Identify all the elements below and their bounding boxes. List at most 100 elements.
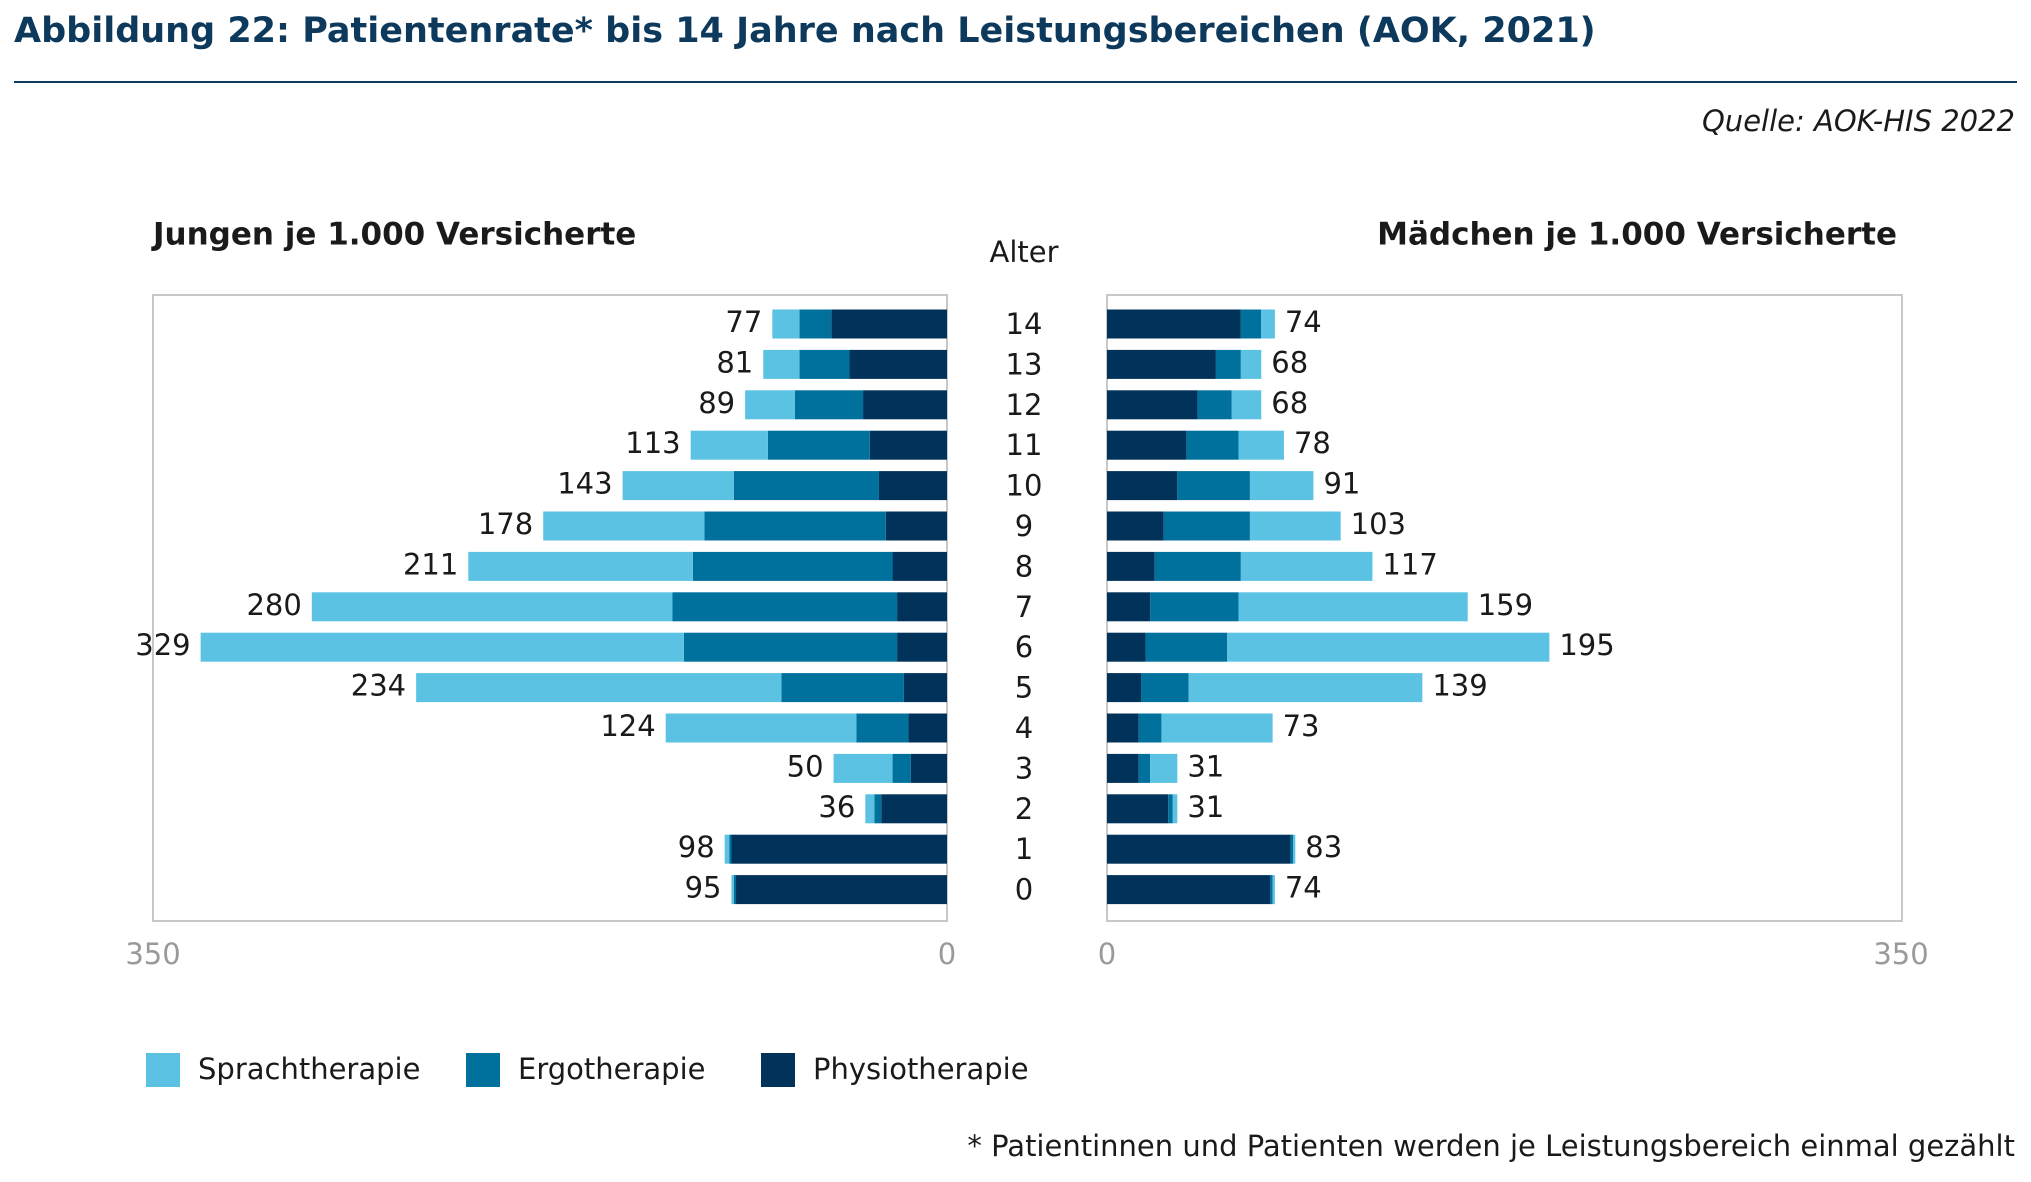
age-label: 14 (1006, 307, 1043, 341)
total-label: 73 (1283, 709, 1320, 743)
total-label: 195 (1559, 628, 1614, 662)
bar-segment (468, 551, 693, 581)
total-label: 68 (1271, 386, 1308, 420)
chart-title: Abbildung 22: Patientenrate* bis 14 Jahr… (14, 11, 1596, 51)
x-tick-label: 0 (938, 937, 956, 971)
total-label: 36 (818, 790, 855, 824)
bar-segment (200, 632, 684, 662)
bar-segment (1238, 592, 1468, 622)
bar-segment (1240, 349, 1262, 379)
total-label: 91 (1323, 467, 1360, 501)
total-label: 139 (1432, 669, 1487, 703)
bar-segment (1145, 632, 1228, 662)
bar-segment (869, 430, 947, 460)
legend-label: Sprachtherapie (198, 1052, 420, 1086)
bar-segment (1107, 430, 1187, 460)
bar-segment (736, 875, 947, 905)
bar-segment (1138, 713, 1162, 743)
age-label: 0 (1015, 873, 1033, 907)
age-label: 11 (1006, 428, 1043, 462)
total-label: 31 (1187, 790, 1224, 824)
axis-label: Alter (989, 235, 1058, 269)
total-label: 78 (1294, 426, 1331, 460)
bar-segment (1177, 471, 1250, 501)
bar-segment (1107, 632, 1146, 662)
bar-segment (543, 511, 705, 541)
bar-segment (1290, 834, 1294, 864)
bar-segment (865, 794, 875, 824)
bar-segment (1107, 471, 1178, 501)
bar-segment (795, 390, 864, 420)
bar-segment (1107, 794, 1169, 824)
bar-segment (1172, 794, 1178, 824)
bar-segment (878, 471, 947, 501)
bar-segment (731, 875, 734, 905)
bar-segment (1163, 511, 1250, 541)
bar-segment (1215, 349, 1241, 379)
bar-segment (892, 551, 947, 581)
bar-segment (692, 551, 893, 581)
total-label: 74 (1285, 871, 1322, 905)
bar-segment (1188, 673, 1423, 703)
bar-segment (1240, 551, 1373, 581)
bar-segment (1249, 471, 1314, 501)
x-tick-label: 350 (125, 937, 180, 971)
bar-segment (897, 592, 947, 622)
legend-swatch (146, 1053, 180, 1087)
bar-segment (1107, 592, 1151, 622)
bar-segment (1138, 753, 1151, 783)
bar-segment (903, 673, 947, 703)
panel-title: Jungen je 1.000 Versicherte (151, 217, 636, 253)
age-label: 5 (1015, 671, 1033, 705)
age-label: 9 (1015, 509, 1033, 543)
total-label: 280 (246, 588, 301, 622)
total-label: 50 (787, 749, 824, 783)
total-label: 211 (403, 547, 458, 581)
bar-segment (729, 834, 732, 864)
bar-segment (745, 390, 796, 420)
source: Quelle: AOK-HIS 2022 (1702, 104, 2015, 138)
age-label: 12 (1006, 388, 1043, 422)
total-label: 103 (1351, 507, 1406, 541)
bar-segment (781, 673, 904, 703)
bar-segment (897, 632, 947, 662)
bar-segment (1197, 390, 1232, 420)
footnote: * Patientinnen und Patienten werden je L… (967, 1129, 2015, 1163)
age-label: 10 (1006, 469, 1043, 503)
bar-segment (1249, 511, 1341, 541)
bar-segment (885, 511, 947, 541)
age-label: 6 (1015, 630, 1033, 664)
bar-segment (1107, 753, 1139, 783)
bar-segment (1154, 551, 1241, 581)
total-label: 143 (557, 467, 612, 501)
bar-segment (1150, 753, 1178, 783)
bar-segment (724, 834, 730, 864)
total-label: 68 (1271, 345, 1308, 379)
legend-swatch (466, 1053, 500, 1087)
bar-segment (1186, 430, 1239, 460)
age-label: 1 (1015, 832, 1033, 866)
legend-label: Physiotherapie (813, 1052, 1029, 1086)
total-label: 178 (478, 507, 533, 541)
bar-segment (1141, 673, 1189, 703)
bar-segment (1150, 592, 1239, 622)
total-label: 77 (725, 305, 762, 339)
bar-segment (1293, 834, 1296, 864)
bar-segment (1107, 713, 1139, 743)
bar-segment (731, 834, 947, 864)
bar-segment (772, 309, 800, 339)
bar-segment (1168, 794, 1173, 824)
bar-segment (672, 592, 898, 622)
bar-segment (733, 875, 737, 905)
legend-swatch (761, 1053, 795, 1087)
bar-segment (863, 390, 947, 420)
bar-segment (831, 309, 947, 339)
total-label: 95 (685, 871, 722, 905)
bar-segment (849, 349, 947, 379)
total-label: 81 (716, 345, 753, 379)
bar-segment (1272, 875, 1275, 905)
bar-segment (1107, 511, 1164, 541)
bar-segment (874, 794, 882, 824)
bar-segment (1231, 390, 1262, 420)
